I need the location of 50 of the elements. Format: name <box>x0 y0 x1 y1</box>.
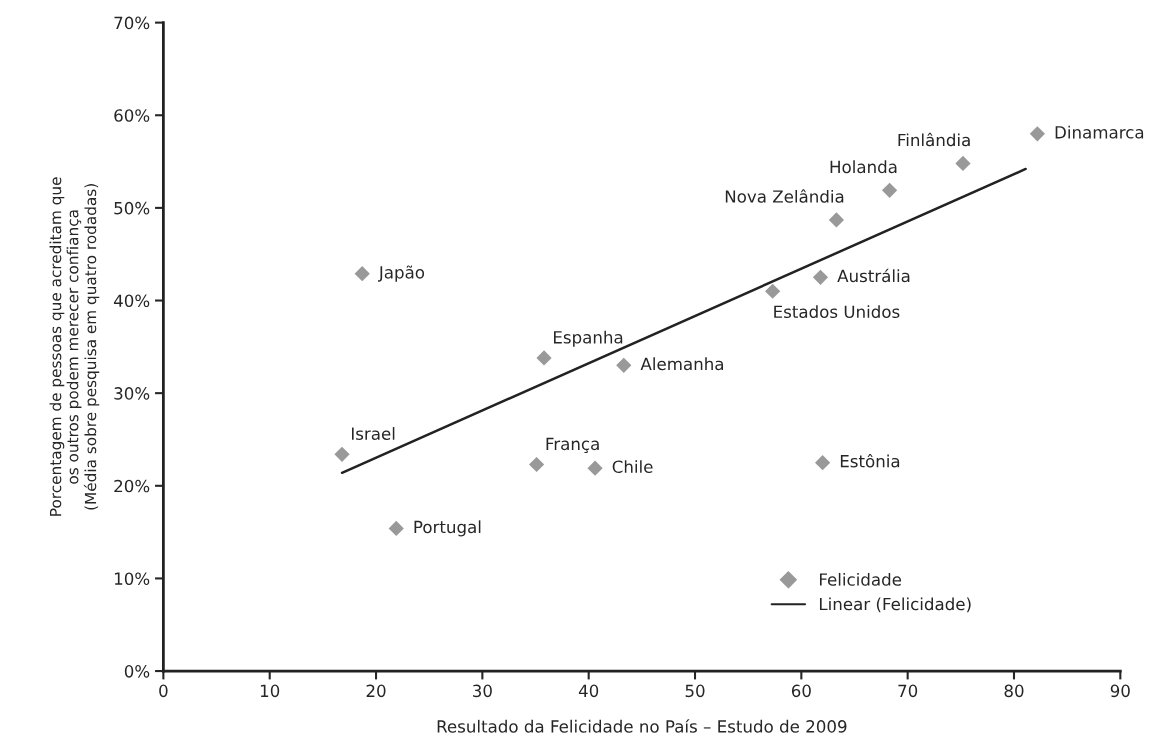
point <box>815 455 831 471</box>
x-tick-label: 70 <box>898 684 918 698</box>
point <box>955 155 971 172</box>
point <box>765 283 781 299</box>
x-tick-label: 30 <box>473 684 492 698</box>
point <box>528 456 545 473</box>
annotation: Portugal <box>414 520 481 537</box>
annotation: Espanha <box>554 330 623 347</box>
annotation: Chile <box>612 460 653 474</box>
x-tick-label: 60 <box>791 684 811 698</box>
annotation: França <box>546 437 599 454</box>
annotation: Estados Unidos <box>774 305 900 319</box>
y-tick-label: 30% <box>114 387 150 400</box>
point <box>812 269 829 285</box>
point <box>354 266 370 282</box>
point <box>536 350 552 366</box>
point <box>334 446 350 462</box>
annotation: Nova Zelândia <box>725 189 844 203</box>
x-tick-label: 40 <box>578 684 599 698</box>
y-tick-label: 0% <box>124 665 150 678</box>
legend-label: Felicidade <box>819 572 902 586</box>
y-tick-label: 60% <box>114 109 150 122</box>
y-axis-title: Porcentagem de pessoas que acreditam que os outros podem merecer confiança (Média sobre pesquisa em quatro rodadas) <box>49 177 100 516</box>
x-tick-label: 50 <box>685 684 705 698</box>
point <box>587 460 603 476</box>
y-tick-label: 20% <box>114 479 150 493</box>
point <box>388 520 404 537</box>
point <box>616 357 632 373</box>
x-tick-label: 90 <box>1110 684 1130 698</box>
annotation: Israel <box>351 427 395 440</box>
x-tick-label: 80 <box>1004 684 1024 698</box>
x-tick-label: 20 <box>366 684 386 698</box>
x-tick-label: 0 <box>159 684 168 698</box>
x-tick-label: 10 <box>260 684 280 698</box>
point <box>1029 126 1045 142</box>
y-tick-label: 40% <box>113 294 150 308</box>
annotation: Estônia <box>840 453 900 468</box>
y-tick-label: 50% <box>114 201 150 215</box>
annotation: Finlândia <box>898 132 970 147</box>
point <box>881 182 898 198</box>
point <box>828 212 845 228</box>
legend-label: Linear (Felicidade) <box>819 597 971 613</box>
y-tick-label: 70% <box>114 16 150 30</box>
annotation: Holanda <box>830 160 897 174</box>
annotation: Japão <box>378 265 425 282</box>
annotation: Alemanha <box>640 357 723 371</box>
annotation: Dinamarca <box>1055 125 1144 139</box>
y-tick-label: 10% <box>114 572 150 585</box>
annotation: Austrália <box>837 268 910 283</box>
x-axis-title: Resultado da Felicidade no País – Estudo de 2009 <box>437 719 847 733</box>
